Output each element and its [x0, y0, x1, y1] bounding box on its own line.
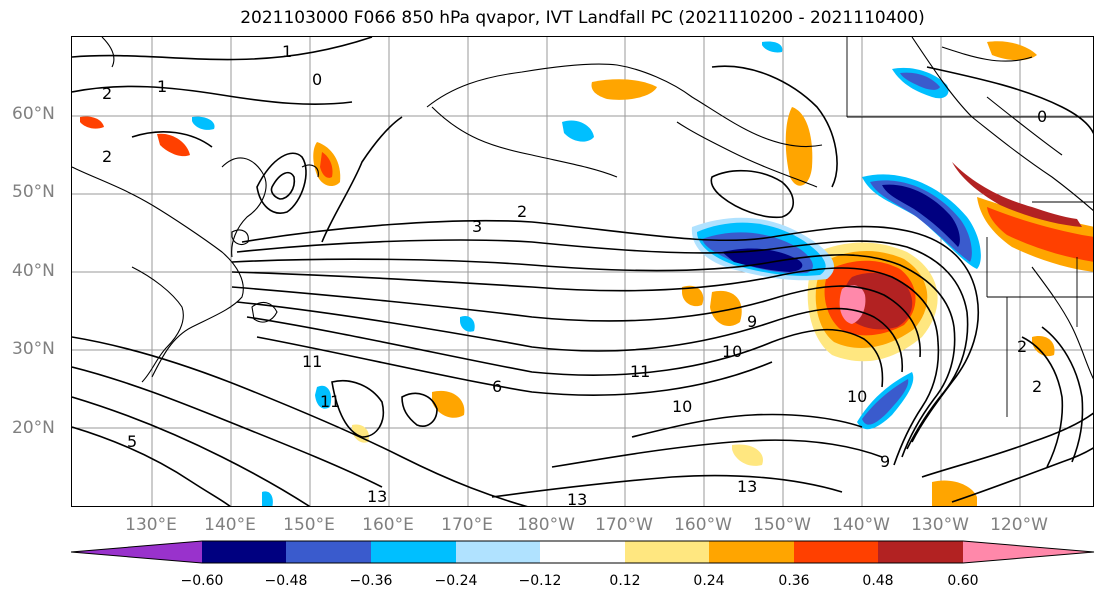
- contour-label: 2: [102, 84, 112, 103]
- colorbar-segment: [371, 541, 456, 563]
- longitude-label: 180°W: [517, 515, 575, 535]
- latitude-label: 50°N: [12, 182, 55, 202]
- map-title: 2021103000 F066 850 hPa qvapor, IVT Land…: [240, 8, 925, 28]
- colorbar-segment: [878, 541, 963, 563]
- contour-label: 10: [847, 387, 867, 406]
- contour-label: 0: [312, 70, 322, 89]
- colorbar-tick-label: 0.12: [609, 573, 641, 589]
- borders: [846, 37, 1093, 417]
- contour-labels: 1 2 1 0 2 3 2 11 11 11 10 10 9 10 9 6 13…: [102, 42, 1047, 507]
- longitude-label: 120°W: [990, 515, 1048, 535]
- longitude-label: 170°W: [595, 515, 653, 535]
- colorbar-segment: [286, 541, 371, 563]
- colorbar-segment: [709, 541, 794, 563]
- longitude-label: 170°E: [441, 515, 493, 535]
- contour-label: 9: [747, 312, 757, 331]
- colorbar-segment: [456, 541, 540, 563]
- contour-label: 13: [567, 490, 587, 507]
- colorbar-tick-label: −0.48: [264, 573, 308, 589]
- colorbar-tick-label: 0.36: [778, 573, 810, 589]
- contour-label: 11: [630, 362, 650, 381]
- latitude-label: 20°N: [12, 418, 55, 438]
- colorbar-segment: [794, 541, 878, 563]
- longitude-label: 130°W: [911, 515, 969, 535]
- contour-label: 1: [157, 77, 167, 96]
- longitude-label: 140°W: [832, 515, 890, 535]
- contour-label: 2: [1032, 377, 1042, 396]
- colorbar-tick-label: −0.60: [180, 573, 224, 589]
- contour-label: 13: [367, 487, 387, 506]
- contour-label: 5: [127, 432, 137, 451]
- longitude-label: 150°W: [753, 515, 811, 535]
- contour-label: 10: [722, 342, 742, 361]
- map-canvas: 1 2 1 0 2 3 2 11 11 11 10 10 9 10 9 6 13…: [72, 37, 1093, 507]
- contour-label: 2: [102, 147, 112, 166]
- longitude-label: 160°E: [362, 515, 414, 535]
- longitude-label: 130°E: [125, 515, 177, 535]
- colorbar-segment: [625, 541, 709, 563]
- colorbar-tick-label: 0.24: [693, 573, 725, 589]
- contour-label: 3: [472, 217, 482, 236]
- contour-label: 0: [1037, 107, 1047, 126]
- colorbar-tick-label: 0.60: [947, 573, 979, 589]
- colorbar-tick-label: 0.48: [862, 573, 894, 589]
- colorbar-segment: [540, 541, 625, 563]
- colorbar-tick-label: −0.24: [434, 573, 478, 589]
- contour-label: 9: [880, 452, 890, 471]
- colorbar-outline: [71, 540, 1095, 564]
- contour-label: 10: [672, 397, 692, 416]
- colorbar-extend-max: [963, 541, 1094, 563]
- map-panel: 1 2 1 0 2 3 2 11 11 11 10 10 9 10 9 6 13…: [71, 36, 1094, 507]
- negative-anomaly-fills: [192, 41, 981, 506]
- contour-label: 11: [302, 352, 322, 371]
- positive-anomaly-fills: [80, 41, 1093, 506]
- colorbar: [71, 540, 1095, 564]
- contour-label: 1: [282, 42, 292, 61]
- colorbar-tick-label: −0.12: [518, 573, 562, 589]
- contour-label: 6: [492, 377, 502, 396]
- contour-label: 2: [1017, 337, 1027, 356]
- graticule: [72, 37, 1093, 506]
- longitude-label: 160°W: [674, 515, 732, 535]
- latitude-label: 30°N: [12, 339, 55, 359]
- ivt-contours: [72, 37, 1093, 506]
- colorbar-segment: [202, 541, 286, 563]
- colorbar-tick-label: −0.36: [349, 573, 393, 589]
- longitude-label: 140°E: [204, 515, 256, 535]
- longitude-label: 150°E: [283, 515, 335, 535]
- contour-label: 2: [517, 202, 527, 221]
- contour-label: 13: [737, 477, 757, 496]
- coastlines: [72, 37, 1093, 383]
- latitude-label: 60°N: [12, 104, 55, 124]
- colorbar-extend-min: [71, 541, 202, 563]
- latitude-label: 40°N: [12, 261, 55, 281]
- contour-label: 11: [320, 392, 340, 411]
